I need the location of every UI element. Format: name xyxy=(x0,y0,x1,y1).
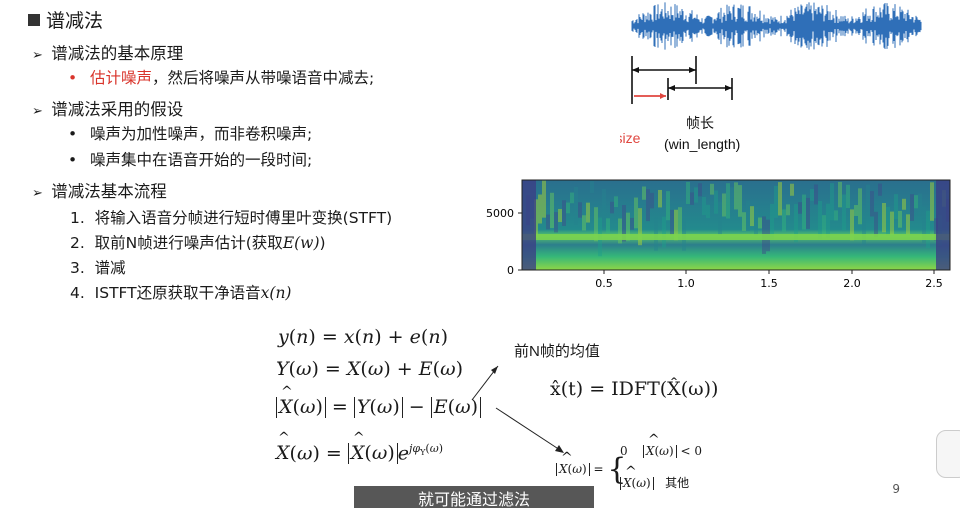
equation-time-domain: y(n) = x(n) + e(n) xyxy=(278,326,448,348)
step-number: 3. xyxy=(70,259,85,277)
stepsize-en-label: Step-size xyxy=(620,130,641,146)
step-2: 2. 取前N帧进行噪声估计(获取E(w)) xyxy=(70,231,326,253)
bullet-text: 噪声集中在语音开始的一段时间; xyxy=(90,151,313,169)
step-number: 4. xyxy=(70,284,85,302)
step-text: 取前N帧进行噪声估计(获取 xyxy=(94,234,283,252)
x-tick-2.5: 2.5 xyxy=(925,277,943,290)
page-number: 9 xyxy=(892,482,900,496)
side-panel-handle[interactable] xyxy=(936,430,960,478)
equation-arrows xyxy=(471,365,564,453)
case-zero: 0 xyxy=(620,444,628,458)
piecewise-case-2: X(ω) 其他 xyxy=(620,465,690,491)
y-tick-5000: 5000 xyxy=(486,207,514,220)
x-tick-1.0: 1.0 xyxy=(677,277,695,290)
step-math: E(w) xyxy=(282,234,320,252)
step-tail: ) xyxy=(319,234,326,252)
section-heading-text: 谱减法采用的假设 xyxy=(51,100,184,119)
note-mean-first-n: 前N帧的均值 xyxy=(514,343,600,360)
x-tick-0.5: 0.5 xyxy=(595,277,613,290)
dot-bullet-icon: • xyxy=(68,151,78,169)
subtitle-overlay: 就可能通过滤法 xyxy=(354,486,594,508)
bullet-text: 噪声为加性噪声，而非卷积噪声; xyxy=(90,125,313,143)
step-math: x(n) xyxy=(260,284,292,302)
equation-piecewise: X(ω) = { xyxy=(556,451,627,487)
spectrogram-image xyxy=(522,180,950,270)
y-tick-0: 0 xyxy=(507,264,514,277)
frame-brackets xyxy=(631,56,733,104)
highlight-text: 估计噪声 xyxy=(90,69,153,87)
step-number: 2. xyxy=(70,234,85,252)
step-text: 谱减 xyxy=(94,259,126,277)
spectrogram-columns xyxy=(522,180,950,270)
frame-diagram: 帧移 Step-size 帧长 (win_length) xyxy=(620,2,922,152)
bullet-noise-estimation: • 估计噪声，然后将噪声从带噪语音中减去; xyxy=(68,66,374,88)
step-text: 将输入语音分帧进行短时傅里叶变换(STFT) xyxy=(94,209,393,227)
bullet-additive-noise: • 噪声为加性噪声，而非卷积噪声; xyxy=(68,122,312,144)
slide-title: 谱减法 xyxy=(28,6,103,33)
equation-idft: x̂(t) = IDFT(X̂(ω)) xyxy=(550,378,719,400)
title-square-icon xyxy=(28,14,40,26)
section-heading-text: 谱减法基本流程 xyxy=(51,182,167,201)
section-heading-1: ➢ 谱减法的基本原理 xyxy=(32,40,183,64)
arrow-bullet-icon: ➢ xyxy=(32,104,43,119)
x-tick-1.5: 1.5 xyxy=(760,277,778,290)
bullet-text: ，然后将噪声从带噪语音中减去; xyxy=(152,69,375,87)
title-text: 谱减法 xyxy=(46,10,104,32)
x-tick-2.0: 2.0 xyxy=(843,277,861,290)
case-condition: < 0 xyxy=(680,444,702,458)
spectrogram: 5000 0 0.5 1.0 1.5 2.0 2.5 xyxy=(486,179,951,290)
equation-magnitude-subtraction: X(ω) = Y(ω) − E(ω) xyxy=(276,385,481,418)
bullet-noise-at-start: • 噪声集中在语音开始的一段时间; xyxy=(68,148,312,170)
winlen-cn-label: 帧长 xyxy=(686,115,714,131)
section-heading-text: 谱减法的基本原理 xyxy=(51,44,184,63)
case-other: 其他 xyxy=(665,476,690,490)
arrow-bullet-icon: ➢ xyxy=(32,186,43,201)
step-text: ISTFT还原获取干净语音 xyxy=(94,284,261,302)
equation-phase-reconstruction: X(ω) = X(ω)ejφY(ω) xyxy=(276,430,443,464)
winlen-en-label: (win_length) xyxy=(664,136,740,152)
piecewise-case-1: 0 X(ω) < 0 xyxy=(620,433,702,459)
dot-bullet-icon: • xyxy=(68,69,78,87)
step-4: 4. ISTFT还原获取干净语音x(n) xyxy=(70,281,291,303)
waveform xyxy=(631,2,922,50)
equation-freq-domain: Y(ω) = X(ω) + E(ω) xyxy=(276,358,463,380)
step-number: 1. xyxy=(70,209,85,227)
arrow-bullet-icon: ➢ xyxy=(32,48,43,63)
step-1: 1. 将输入语音分帧进行短时傅里叶变换(STFT) xyxy=(70,206,392,228)
section-heading-3: ➢ 谱减法基本流程 xyxy=(32,178,167,202)
section-heading-2: ➢ 谱减法采用的假设 xyxy=(32,96,183,120)
dot-bullet-icon: • xyxy=(68,125,78,143)
step-3: 3. 谱减 xyxy=(70,256,126,278)
